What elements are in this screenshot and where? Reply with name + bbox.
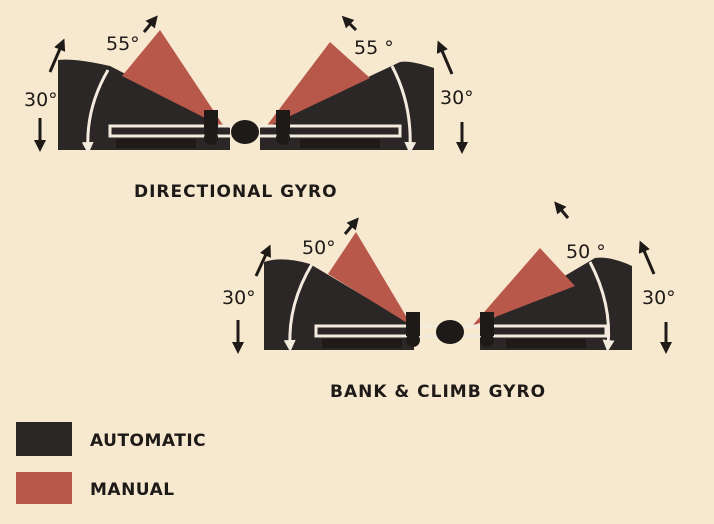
directional-right-automatic-sector <box>260 61 434 150</box>
directional-left-manual-arrow <box>142 15 158 33</box>
bank-right-automatic-label: 30° <box>642 287 676 309</box>
bank-left-manual-label: 50° <box>302 237 336 259</box>
directional-left-arc <box>81 69 110 154</box>
legend: AUTOMATIC MANUAL <box>16 422 206 504</box>
bank-right-manual-arrow <box>554 201 570 219</box>
directional-right-manual-arrow <box>341 15 358 32</box>
legend-manual-label: MANUAL <box>90 480 175 500</box>
directional-gyro-caption: DIRECTIONAL GYRO <box>134 182 338 202</box>
bank-left-manual-sector <box>328 232 412 326</box>
directional-left-manual-label: 55° <box>106 33 140 55</box>
directional-right-arc <box>390 65 417 154</box>
bank-left-automatic-label: 30° <box>222 287 256 309</box>
bank-left-manual-arrow <box>343 217 359 235</box>
directional-left-up-arrow <box>48 38 66 73</box>
directional-gyro-diagram: 30° 55° 55 ° 30° DIRECTIONAL GYRO <box>24 15 474 202</box>
bank-right-up-arrow <box>638 240 656 275</box>
directional-right-manual-sector <box>265 42 370 128</box>
bank-climb-gyro-caption: BANK & CLIMB GYRO <box>330 382 546 402</box>
directional-left-manual-sector <box>122 30 225 128</box>
bank-climb-gyro-diagram: 30° 50° 50 ° 30° BANK & CLIMB GYRO <box>222 201 676 402</box>
bank-right-manual-sector <box>472 248 575 326</box>
bank-right-arc <box>588 261 615 352</box>
directional-right-automatic-label: 30° <box>440 87 474 109</box>
bank-left-arc <box>283 263 314 352</box>
legend-manual-swatch <box>16 472 72 504</box>
directional-right-manual-label: 55 ° <box>354 37 394 59</box>
directional-left-automatic-label: 30° <box>24 89 58 111</box>
bank-right-manual-label: 50 ° <box>566 241 606 263</box>
bank-left-up-arrow <box>254 244 271 277</box>
directional-airplane-silhouette <box>108 110 402 148</box>
directional-right-up-arrow <box>436 40 454 75</box>
legend-automatic-swatch <box>16 422 72 456</box>
bank-airplane-silhouette <box>314 312 608 348</box>
legend-automatic-label: AUTOMATIC <box>90 431 206 451</box>
